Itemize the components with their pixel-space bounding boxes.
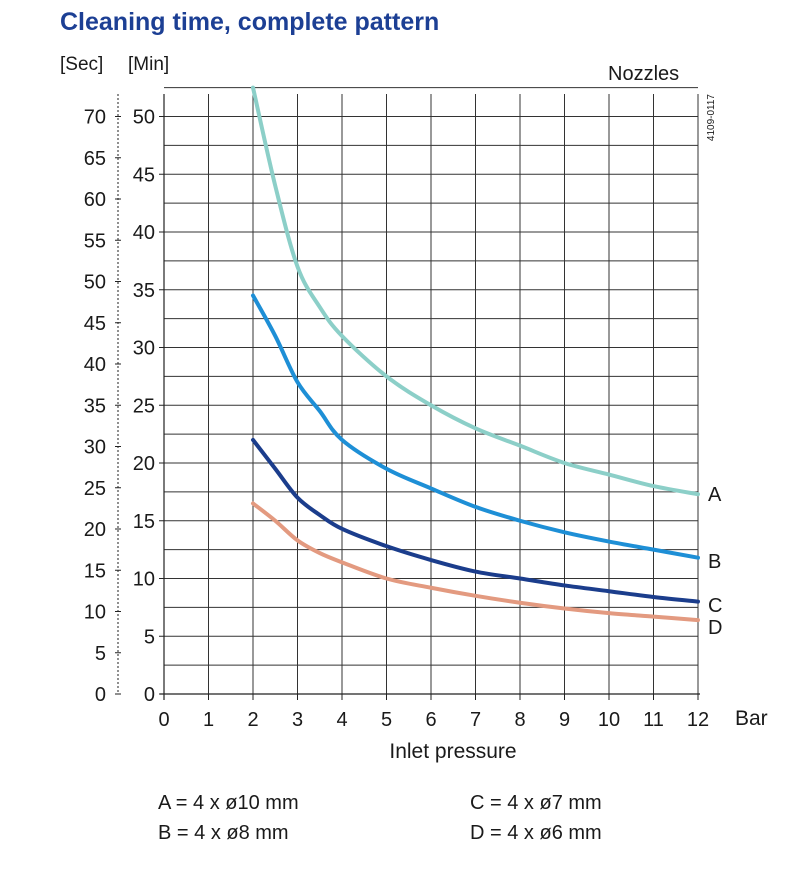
series-line-c xyxy=(251,437,700,604)
y-tick-label-sec: 50 xyxy=(84,272,106,294)
x-tick-label: 3 xyxy=(292,709,303,731)
y-tick-label-sec: 20 xyxy=(84,519,106,541)
chart-title: Cleaning time, complete pattern xyxy=(60,8,440,36)
y-tick-label-sec: 55 xyxy=(84,230,106,252)
x-axis-unit: Bar xyxy=(735,707,768,730)
series-line-a xyxy=(251,85,700,497)
y-tick-label-min: 10 xyxy=(133,569,155,591)
x-tick-label: 11 xyxy=(643,709,664,731)
legend-item-a: A = 4 x ø10 mm xyxy=(158,792,299,814)
y-tick-label-min: 45 xyxy=(133,164,155,186)
grid xyxy=(164,87,699,694)
series-label-b: B xyxy=(708,551,721,573)
min-axis-unit: [Min] xyxy=(128,54,170,75)
y-tick-label-sec: 45 xyxy=(84,313,106,335)
y-tick-label-sec: 60 xyxy=(84,189,106,211)
y-tick-label-sec: 40 xyxy=(84,354,106,376)
y-tick-label-min: 25 xyxy=(133,395,155,417)
legend-item-b: B = 4 x ø8 mm xyxy=(158,822,289,844)
y-tick-label-sec: 25 xyxy=(84,478,106,500)
y-tick-label-min: 50 xyxy=(133,107,155,129)
y-tick-label-min: 5 xyxy=(144,626,155,648)
x-tick-label: 4 xyxy=(336,709,347,731)
y-tick-label-min: 15 xyxy=(133,511,155,533)
series-lines xyxy=(251,85,700,623)
series-line-d xyxy=(251,501,700,623)
x-tick-label: 0 xyxy=(158,709,169,731)
x-tick-label: 6 xyxy=(425,709,436,731)
y-tick-label-min: 20 xyxy=(133,453,155,475)
y-tick-label-sec: 70 xyxy=(84,107,106,129)
legend-item-c: C = 4 x ø7 mm xyxy=(470,792,602,814)
series-label-a: A xyxy=(708,484,722,506)
x-tick-label: 7 xyxy=(470,709,481,731)
y-tick-label-sec: 35 xyxy=(84,395,106,417)
x-tick-label: 8 xyxy=(514,709,525,731)
axes xyxy=(115,94,700,700)
y-tick-label-min: 30 xyxy=(133,338,155,360)
series-line-b xyxy=(251,293,700,560)
y-tick-label-min: 40 xyxy=(133,222,155,244)
series-label-c: C xyxy=(708,595,722,617)
legend-item-d: D = 4 x ø6 mm xyxy=(470,822,602,844)
y-tick-label-sec: 15 xyxy=(84,560,106,582)
nozzles-label: Nozzles xyxy=(608,63,680,85)
x-axis-label: Inlet pressure xyxy=(389,740,516,763)
y-tick-label-sec: 65 xyxy=(84,148,106,170)
series-label-d: D xyxy=(708,617,722,639)
y-tick-label-sec: 10 xyxy=(84,602,106,624)
y-tick-label-sec: 5 xyxy=(95,643,106,665)
x-tick-label: 2 xyxy=(247,709,258,731)
x-tick-label: 9 xyxy=(559,709,570,731)
x-tick-label: 1 xyxy=(203,709,214,731)
x-tick-label: 10 xyxy=(598,709,620,731)
tick-labels: 0 1 2 3 4 5 6 7 8 9 10 11 12051015202530354045500510… xyxy=(84,107,723,732)
y-tick-label-sec: 30 xyxy=(84,437,106,459)
x-tick-label: 12 xyxy=(687,709,709,731)
y-tick-label-min: 0 xyxy=(144,684,155,706)
y-tick-label-min: 35 xyxy=(133,280,155,302)
sec-axis-unit: [Sec] xyxy=(60,54,104,75)
x-tick-label: 5 xyxy=(381,709,392,731)
y-tick-label-sec: 0 xyxy=(95,684,106,706)
